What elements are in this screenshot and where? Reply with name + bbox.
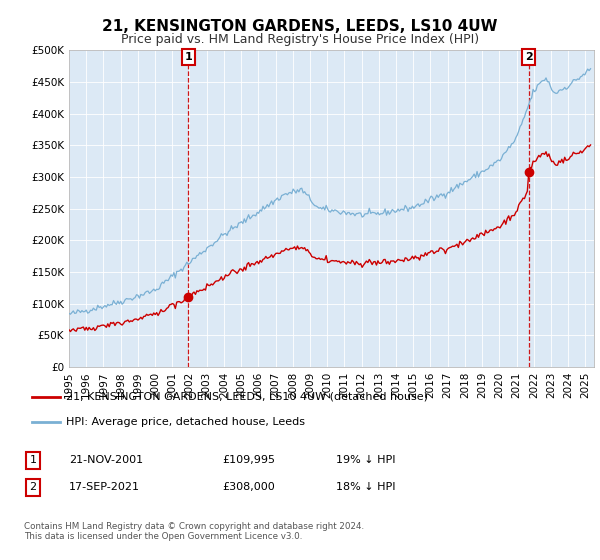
Text: HPI: Average price, detached house, Leeds: HPI: Average price, detached house, Leed… [65, 417, 305, 427]
Text: 1: 1 [184, 52, 192, 62]
Text: 2: 2 [525, 52, 533, 62]
Text: £109,995: £109,995 [222, 455, 275, 465]
Text: 1: 1 [29, 455, 37, 465]
Text: 21, KENSINGTON GARDENS, LEEDS, LS10 4UW: 21, KENSINGTON GARDENS, LEEDS, LS10 4UW [102, 20, 498, 34]
Text: £308,000: £308,000 [222, 482, 275, 492]
Text: 2: 2 [29, 482, 37, 492]
Text: Price paid vs. HM Land Registry's House Price Index (HPI): Price paid vs. HM Land Registry's House … [121, 32, 479, 46]
Text: 19% ↓ HPI: 19% ↓ HPI [336, 455, 395, 465]
Text: Contains HM Land Registry data © Crown copyright and database right 2024.
This d: Contains HM Land Registry data © Crown c… [24, 522, 364, 542]
Text: 21, KENSINGTON GARDENS, LEEDS, LS10 4UW (detached house): 21, KENSINGTON GARDENS, LEEDS, LS10 4UW … [65, 392, 428, 402]
Text: 17-SEP-2021: 17-SEP-2021 [69, 482, 140, 492]
Text: 21-NOV-2001: 21-NOV-2001 [69, 455, 143, 465]
Text: 18% ↓ HPI: 18% ↓ HPI [336, 482, 395, 492]
